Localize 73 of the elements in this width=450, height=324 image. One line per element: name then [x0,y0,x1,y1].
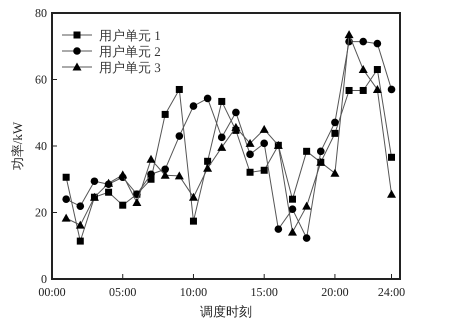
point [260,140,268,148]
point [232,108,240,116]
point [359,38,368,46]
point [190,102,198,110]
point [302,234,310,242]
point [176,86,183,93]
point [303,148,310,155]
point [162,110,169,118]
point [288,196,296,203]
x-tick-label: 10:00 [180,285,208,299]
x-tick-label: 20:00 [321,285,349,299]
legend-label: 用户单元 2 [99,44,161,59]
point [316,148,325,156]
point [62,174,70,181]
point [374,66,381,74]
point [204,94,212,102]
point [260,124,269,133]
point [374,40,382,48]
point [331,118,339,126]
point [331,130,338,137]
point [204,158,212,165]
y-tick-label: 20 [35,206,47,220]
point [118,170,128,178]
point [372,84,382,93]
point [105,188,112,196]
point [146,154,156,163]
point [302,202,312,210]
point [132,198,142,206]
legend-label: 用户单元 1 [99,28,161,43]
point [358,65,368,74]
point [288,228,297,236]
point [62,214,71,222]
point [90,177,98,186]
point [119,202,126,209]
x-tick-label: 00:00 [38,285,66,299]
point [76,220,85,229]
legend-label: 用户单元 3 [99,60,161,75]
point [203,164,212,172]
point [246,150,254,158]
point [174,171,184,180]
x-axis-title: 调度时刻 [200,304,252,319]
point [388,86,396,94]
x-tick-label: 15:00 [250,285,278,299]
point [161,165,169,174]
x-tick-label: 24:00 [378,285,406,299]
point [246,168,254,176]
point [288,205,296,213]
point [62,195,70,203]
y-tick-label: 60 [35,72,47,86]
point [188,192,198,201]
y-axis-title: 功率/kW [10,121,25,170]
point [76,238,84,245]
point [147,170,155,178]
point [231,122,240,131]
point [274,225,282,233]
point [76,202,84,210]
point [387,190,396,198]
point [360,86,367,94]
point [218,98,226,105]
y-tick-label: 40 [35,139,47,153]
y-tick-label: 0 [41,272,47,286]
point [346,86,353,94]
point [344,30,354,38]
point [330,168,340,177]
point [246,138,255,147]
y-tick-label: 80 [35,6,47,20]
point [190,218,197,225]
point [260,166,268,174]
point [176,132,184,140]
point [217,142,226,151]
point [218,134,226,142]
x-tick-label: 05:00 [109,285,136,299]
point [388,154,396,161]
